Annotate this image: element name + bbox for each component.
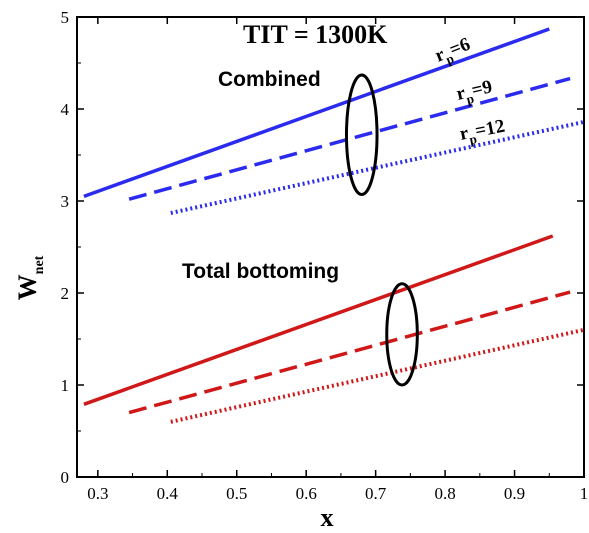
y-tick-label-2: 2 (61, 284, 70, 303)
svg-text:rp=6: rp=6 (432, 34, 475, 71)
y-tick-label-0: 0 (61, 468, 70, 487)
series-line-bottoming-rp6 (83, 234, 554, 406)
group-ellipse-bottoming (385, 282, 419, 387)
group-label-bottoming: Total bottoming (182, 260, 339, 283)
rp6-label: rp=6 (432, 34, 475, 71)
y-tick-label-5: 5 (61, 8, 70, 27)
series-line-combined-rp9 (128, 76, 571, 201)
y-axis-title-sub: net (32, 255, 47, 274)
x-tick-label-6: 0.9 (504, 484, 525, 503)
rp9-label: rp=9 (454, 76, 495, 108)
x-tick-label-3: 0.6 (296, 484, 317, 503)
plot-layer (83, 27, 585, 424)
svg-text:rp=12: rp=12 (458, 116, 507, 149)
rp9-sub: p (465, 91, 475, 107)
x-axis-title: x (321, 503, 334, 532)
rp12-label: rp=12 (458, 116, 507, 149)
y-tick-label-3: 3 (61, 192, 70, 211)
x-tick-label-7: 1 (580, 484, 589, 503)
x-tick-label-1: 0.4 (157, 484, 179, 503)
x-tick-label-0: 0.3 (87, 484, 108, 503)
rp12-val: =12 (473, 116, 506, 142)
y-tick-label-4: 4 (61, 100, 70, 119)
axes-layer: 0.3 0.4 0.5 0.6 0.7 0.8 0.9 1 0 1 2 3 4 5 (61, 8, 589, 503)
group-label-combined: Combined (218, 68, 321, 91)
series-line-bottoming-rp9 (128, 290, 571, 415)
x-tick-label-4: 0.7 (365, 484, 387, 503)
x-tick-label-2: 0.5 (226, 484, 247, 503)
y-tick-label-1: 1 (61, 376, 70, 395)
y-axis-title-main: W (13, 274, 42, 300)
rp9-val: =9 (470, 76, 495, 101)
series-line-combined-rp12 (170, 119, 585, 215)
series-line-bottoming-rp12 (170, 327, 585, 424)
x-tick-label-5: 0.8 (434, 484, 455, 503)
plot-frame (76, 16, 585, 478)
group-ellipse-combined (344, 73, 379, 197)
series-line-combined-rp6 (83, 27, 550, 199)
svg-text:rp=9: rp=9 (454, 76, 495, 108)
chart-title: TIT = 1300K (243, 20, 388, 49)
rp12-sub: p (468, 131, 478, 147)
svg-text:Wnet: Wnet (13, 255, 47, 300)
y-axis-title: Wnet (13, 255, 47, 300)
